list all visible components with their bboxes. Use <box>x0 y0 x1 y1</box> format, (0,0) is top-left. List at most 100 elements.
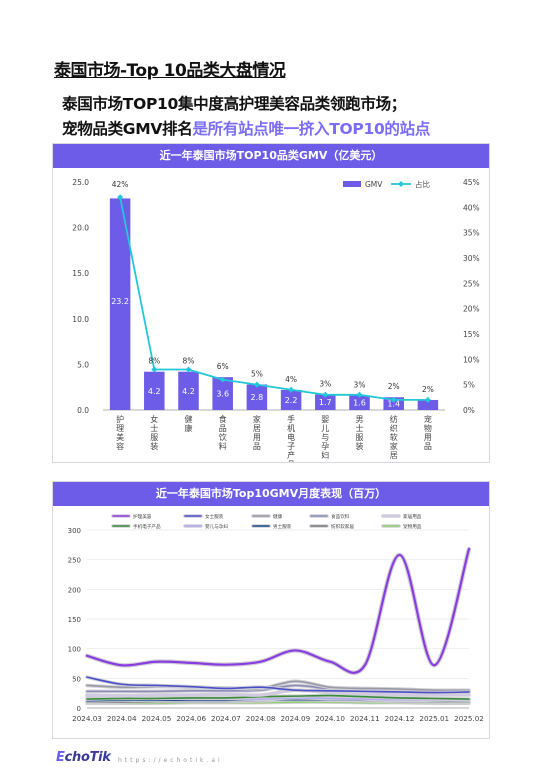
legend-label: 健康 <box>273 513 283 520</box>
gmv-bar <box>212 377 233 410</box>
y-tick-label: 150 <box>68 616 81 624</box>
monthly-line-chart-card: 近一年泰国市场Top10GMV月度表现（百万） 0 50 100 150 200 250 3… <box>52 481 490 739</box>
y-tick-label: 250 <box>68 557 81 565</box>
legend-label: 男士服装 <box>273 523 292 530</box>
brand-logo: EchoTik <box>56 750 111 765</box>
share-point <box>424 396 431 403</box>
x-tick-label: 2024.08 <box>246 714 276 723</box>
y2-tick-label: 10% <box>463 355 480 364</box>
gmv-bar-chart-card: 近一年泰国市场TOP10品类GMV（亿美元） 0.0 5.0 10.0 15.0 20.… <box>52 143 490 469</box>
share-point <box>390 396 397 403</box>
share-data-label: 8% <box>183 357 195 366</box>
y-tick-label: 50 <box>72 675 81 683</box>
x-tick-label: 2024.09 <box>280 714 310 723</box>
x-tick-label: 2025.02 <box>454 714 484 723</box>
y-tick-label: 300 <box>68 527 81 535</box>
x-tick-label: 护理美容 <box>116 414 124 451</box>
y-tick-label: 10.0 <box>72 315 89 324</box>
gmv-data-label: 3.6 <box>216 390 229 399</box>
subtitle-highlight: 是所有站点唯一挤入TOP10的站点 <box>192 120 431 138</box>
x-tick-label: 男士服装 <box>356 415 364 451</box>
gmv-bar <box>349 395 370 410</box>
x-tick-label: 2024.12 <box>385 714 415 723</box>
share-data-label: 5% <box>251 369 263 378</box>
gmv-data-label: 4.2 <box>182 387 195 396</box>
legend-label: 女士服装 <box>205 513 224 520</box>
subtitle-prefix: 宠物品类GMV排名 <box>62 120 193 138</box>
legend-share-label: 占比 <box>415 179 430 189</box>
gmv-bar <box>315 394 336 410</box>
x-tick-label: 手机电子产品 <box>287 414 295 462</box>
gmv-bar <box>417 399 439 410</box>
share-point <box>356 391 363 398</box>
gmv-bar <box>109 198 131 410</box>
gmv-data-label: 1.4 <box>387 400 400 409</box>
y-tick-label: 15.0 <box>72 269 89 278</box>
share-data-label: 2% <box>388 382 400 391</box>
x-tick-label: 2024.07 <box>211 714 241 723</box>
x-tick-label: 2024.10 <box>315 714 345 723</box>
y2-tick-label: 40% <box>463 203 480 212</box>
share-data-label: 4% <box>285 375 297 384</box>
y2-tick-label: 20% <box>463 305 480 314</box>
legend-label: 婴儿与孕妇 <box>205 523 228 530</box>
share-point <box>117 194 124 201</box>
series-line <box>86 694 470 700</box>
legend-label: 纺织软家居 <box>331 523 354 530</box>
legend-gmv-swatch <box>343 181 361 187</box>
line-chart-title: 近一年泰国市场Top10GMV月度表现（百万） <box>53 482 489 506</box>
logo-initial: E <box>56 750 65 765</box>
x-tick-label: 2025.01 <box>419 714 449 723</box>
series-line <box>86 689 470 697</box>
gmv-bar <box>246 384 268 410</box>
x-tick-label: 2024.03 <box>72 714 102 723</box>
footer-url: https://echotik.ai <box>118 757 223 764</box>
x-tick-label: 2024.06 <box>176 714 206 723</box>
x-tick-label: 家居用品 <box>253 414 261 451</box>
gmv-bar <box>280 389 302 410</box>
y2-tick-label: 30% <box>463 254 480 263</box>
gmv-data-label: 1.7 <box>319 398 332 407</box>
share-data-label: 8% <box>148 357 160 366</box>
y2-tick-label: 5% <box>463 381 475 390</box>
y2-tick-label: 25% <box>463 279 480 288</box>
gmv-bar <box>178 371 199 410</box>
x-tick-label: 食品饮料 <box>219 414 227 451</box>
monthly-line-chart: 0 50 100 150 200 250 300 2024.03 2024.04 2024.05 2… <box>68 513 484 723</box>
share-data-label: 3% <box>354 380 366 389</box>
y-tick-label: 5.0 <box>77 360 89 369</box>
y-tick-label: 100 <box>68 646 81 654</box>
series-line <box>85 547 471 674</box>
x-tick-label: 婴儿与孕妇 <box>321 415 329 460</box>
legend-label: 家居用品 <box>403 513 422 520</box>
legend-gmv-label: GMV <box>365 180 383 189</box>
y2-tick-label: 15% <box>463 330 480 339</box>
share-point <box>288 386 295 393</box>
x-tick-label: 健康 <box>185 414 193 433</box>
share-point <box>219 376 226 383</box>
y2-tick-label: 0% <box>463 406 475 415</box>
x-tick-label: 2024.11 <box>350 714 380 723</box>
share-data-label: 6% <box>217 362 229 371</box>
y-tick-label: 25.0 <box>72 178 89 187</box>
legend-label: 手机电子产品 <box>133 523 161 530</box>
x-tick-label: 2024.05 <box>142 714 172 723</box>
y2-tick-label: 45% <box>463 178 480 187</box>
y-tick-label: 0.0 <box>77 406 89 415</box>
logo-text: choTik <box>64 750 111 765</box>
gmv-data-label: 2.8 <box>251 393 264 402</box>
legend-label: 宠物用品 <box>403 523 422 530</box>
bar-chart-title: 近一年泰国市场TOP10品类GMV（亿美元） <box>53 144 489 168</box>
gmv-data-label: 1.6 <box>353 399 366 408</box>
y2-tick-label: 35% <box>463 229 480 238</box>
gmv-data-label: 23.2 <box>111 297 129 306</box>
share-line <box>119 197 428 401</box>
legend-label: 护理美容 <box>133 513 152 520</box>
gmv-data-label: 4.2 <box>148 387 161 396</box>
gmv-bar <box>144 371 165 410</box>
y-tick-label: 20.0 <box>72 224 89 233</box>
share-data-label: 42% <box>112 180 129 189</box>
y-tick-label: 200 <box>68 586 81 594</box>
gmv-bar-chart: 0.0 5.0 10.0 15.0 20.0 25.0 0% 5% 10% 15% 20% 25% 30… <box>72 178 480 469</box>
share-point <box>151 366 158 373</box>
